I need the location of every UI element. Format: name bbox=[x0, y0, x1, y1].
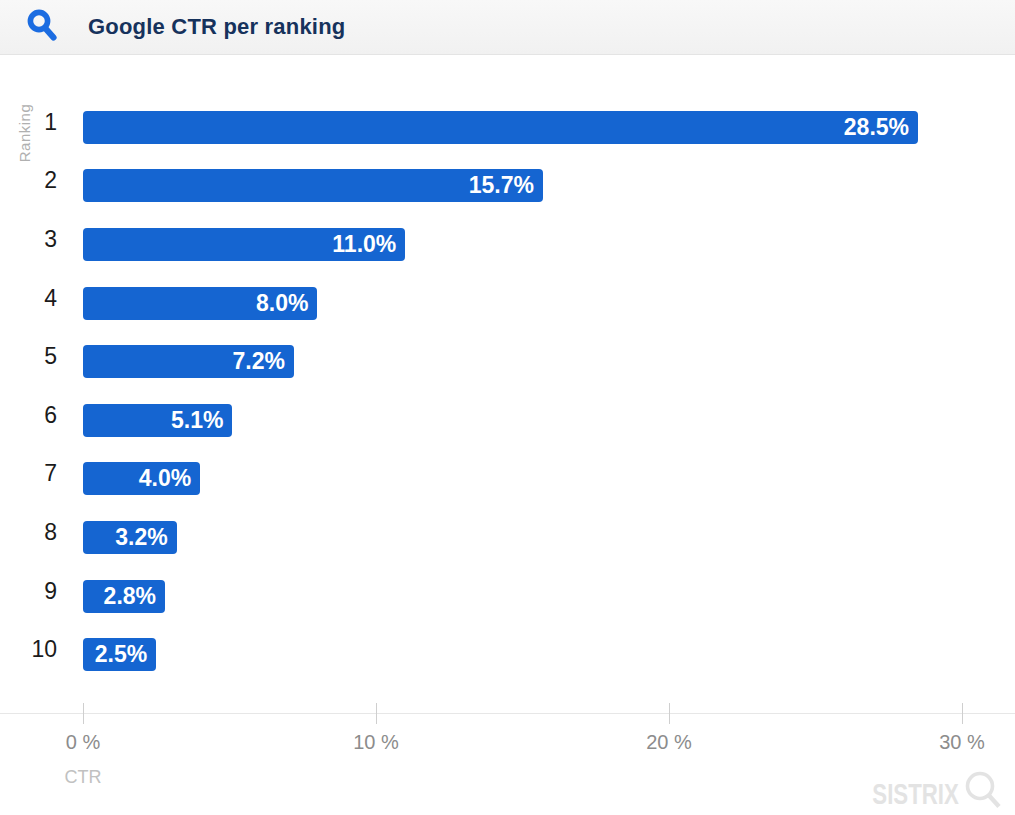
chart-row: 8 3.2% bbox=[0, 508, 918, 567]
ctr-bar[interactable]: 28.5% bbox=[83, 111, 918, 144]
brand-logo: SISTRIX bbox=[842, 771, 1005, 815]
bar-value-label: 15.7% bbox=[469, 172, 543, 199]
bar-value-label: 3.2% bbox=[115, 524, 176, 551]
chart-row: 9 2.8% bbox=[0, 567, 918, 626]
x-axis-tick bbox=[669, 703, 670, 724]
bar-value-label: 5.1% bbox=[171, 407, 232, 434]
rank-label: 8 bbox=[0, 519, 57, 546]
rank-label: 2 bbox=[0, 167, 57, 194]
ctr-bar[interactable]: 4.0% bbox=[83, 462, 200, 495]
chart-row: 6 5.1% bbox=[0, 391, 918, 450]
ctr-bar[interactable]: 11.0% bbox=[83, 228, 405, 261]
chart-row: 4 8.0% bbox=[0, 274, 918, 333]
ctr-bar[interactable]: 2.8% bbox=[83, 580, 165, 613]
bar-value-label: 11.0% bbox=[332, 231, 405, 258]
rank-label: 1 bbox=[0, 109, 57, 136]
chart-rows: 1 28.5% 2 15.7% 3 11.0% 4 8.0% 5 7.2% 6 5.1% 7 4.0% 8 3… bbox=[0, 98, 918, 684]
x-axis-title: CTR bbox=[65, 767, 102, 788]
rank-label: 5 bbox=[0, 343, 57, 370]
chart-row: 10 2.5% bbox=[0, 625, 918, 684]
bar-value-label: 8.0% bbox=[256, 290, 317, 317]
magnifier-icon bbox=[964, 771, 1005, 815]
rank-label: 10 bbox=[0, 636, 57, 663]
x-axis-tick-label: 30 % bbox=[939, 731, 985, 754]
bar-value-label: 4.0% bbox=[139, 465, 200, 492]
ctr-bar[interactable]: 15.7% bbox=[83, 169, 543, 202]
brand-name: SISTRIX bbox=[873, 777, 959, 811]
bar-value-label: 2.5% bbox=[95, 641, 156, 668]
ctr-bar[interactable]: 2.5% bbox=[83, 638, 156, 671]
chart-row: 2 15.7% bbox=[0, 157, 918, 216]
ctr-bar[interactable]: 7.2% bbox=[83, 345, 294, 378]
chart-row: 1 28.5% bbox=[0, 98, 918, 157]
chart-title: Google CTR per ranking bbox=[88, 14, 345, 40]
bar-value-label: 28.5% bbox=[844, 114, 918, 141]
x-axis-tick-label: 10 % bbox=[353, 731, 399, 754]
chart-row: 3 11.0% bbox=[0, 215, 918, 274]
x-axis-line bbox=[0, 713, 1015, 714]
chart-row: 7 4.0% bbox=[0, 450, 918, 509]
rank-label: 3 bbox=[0, 226, 57, 253]
rank-label: 4 bbox=[0, 285, 57, 312]
ctr-bar[interactable]: 8.0% bbox=[83, 287, 317, 320]
rank-label: 6 bbox=[0, 402, 57, 429]
ctr-bar[interactable]: 3.2% bbox=[83, 521, 177, 554]
rank-label: 7 bbox=[0, 460, 57, 487]
x-axis-tick-label: 0 % bbox=[66, 731, 100, 754]
bar-value-label: 2.8% bbox=[104, 583, 165, 610]
ctr-bar[interactable]: 5.1% bbox=[83, 404, 232, 437]
x-axis-tick bbox=[376, 703, 377, 724]
chart-row: 5 7.2% bbox=[0, 332, 918, 391]
chart-header: Google CTR per ranking bbox=[0, 0, 1015, 55]
bar-value-label: 7.2% bbox=[233, 348, 294, 375]
x-axis-tick bbox=[83, 703, 84, 724]
x-axis-tick bbox=[962, 703, 963, 724]
rank-label: 9 bbox=[0, 578, 57, 605]
search-icon bbox=[27, 9, 58, 46]
x-axis-tick-label: 20 % bbox=[646, 731, 692, 754]
